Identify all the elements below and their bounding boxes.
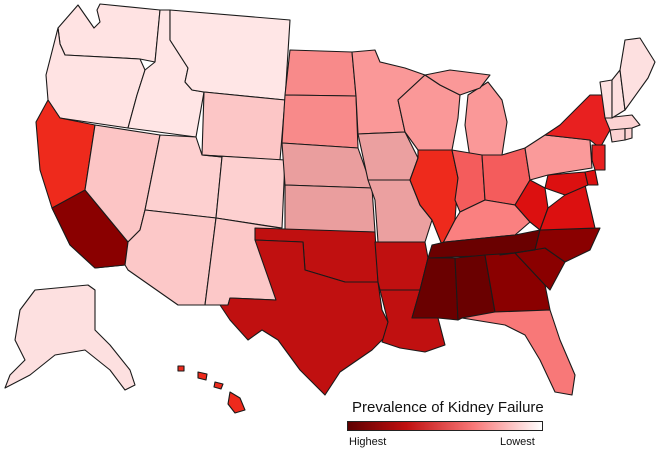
legend-low-label: Lowest — [500, 436, 535, 448]
state-me — [619, 37, 656, 111]
state-wa — [57, 3, 161, 63]
state-hi — [227, 391, 246, 414]
state-hi-maui — [213, 381, 224, 390]
state-tx — [219, 239, 393, 396]
state-hi-oahu — [197, 371, 208, 381]
state-nj — [591, 144, 606, 171]
state-ar — [374, 241, 429, 291]
state-ma — [604, 114, 641, 131]
state-hi-kauai — [177, 365, 185, 372]
state-fl — [461, 309, 576, 396]
legend-title: Prevalence of Kidney Failure — [352, 399, 544, 416]
state-mi-upper — [424, 69, 491, 96]
state-ks — [284, 184, 376, 233]
legend-high-label: Highest — [349, 436, 387, 448]
state-ak — [4, 284, 136, 391]
state-de — [584, 169, 599, 186]
legend-gradient-bar — [347, 421, 543, 431]
state-mi — [464, 81, 508, 159]
state-ia — [357, 131, 419, 181]
state-nc — [499, 227, 601, 263]
state-ne — [281, 142, 373, 189]
state-sd — [281, 94, 359, 149]
state-md — [544, 171, 589, 196]
state-wy — [201, 91, 286, 161]
state-mt — [169, 9, 291, 101]
state-nd — [284, 49, 357, 97]
state-ri — [624, 127, 633, 141]
